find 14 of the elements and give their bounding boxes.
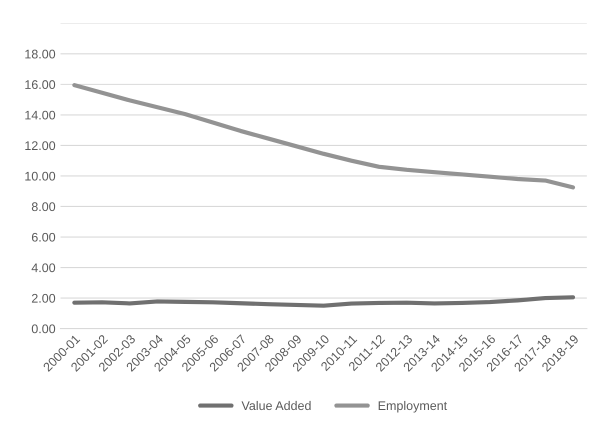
y-tick-label: 8.00 <box>32 202 56 212</box>
y-tick-label: 16.00 <box>25 80 56 90</box>
line-series <box>72 83 576 190</box>
y-tick-label: 6.00 <box>32 232 56 242</box>
y-tick-label: 0.00 <box>32 324 56 334</box>
y-tick-label: 10.00 <box>25 172 56 181</box>
y-tick-label: 2.00 <box>32 294 56 303</box>
legend-label: Employment <box>378 400 448 413</box>
y-tick-label: 14.00 <box>25 110 56 120</box>
y-tick-label: 4.00 <box>32 263 56 272</box>
legend-label: Value Added <box>242 400 311 410</box>
y-tick-label: 18.00 <box>25 50 56 58</box>
line-series <box>72 295 576 308</box>
y-tick-label: 12.00 <box>25 141 56 150</box>
